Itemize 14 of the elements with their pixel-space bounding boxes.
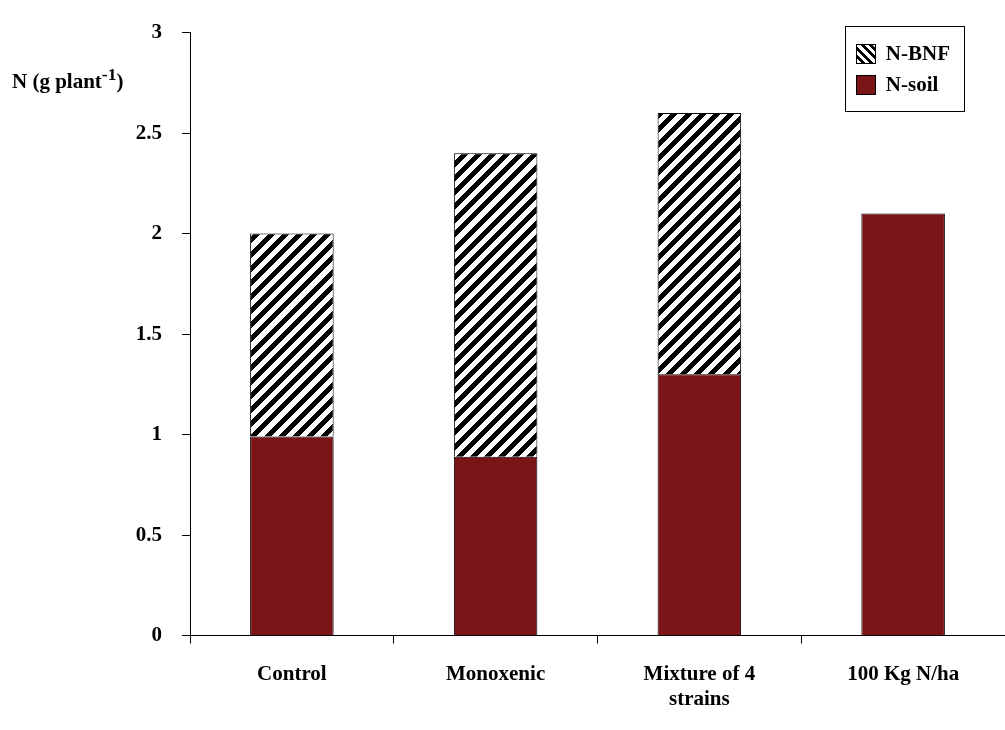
y-axis-title: N (g plant$^{-1}$) (12, 64, 124, 94)
x-tick-label: Control (257, 660, 327, 685)
y-tick-label: 0.5 (135, 521, 162, 546)
x-tick-label: Mixture of 4 strains (643, 660, 756, 710)
y-tick-label: 1 (151, 421, 162, 446)
legend-label: N-soil (885, 72, 939, 97)
y-tick-label: 3 (151, 19, 162, 44)
x-tick-label: Monoxenic (446, 660, 546, 685)
legend-label: N-BNF (885, 41, 950, 66)
y-tick-label: 1.5 (135, 320, 162, 345)
x-tick-label: 100 Kg N/ha (847, 660, 960, 685)
y-tick-label: 2.5 (135, 119, 162, 144)
y-tick-label: 2 (151, 220, 162, 245)
y-tick-label: 0 (151, 622, 162, 647)
